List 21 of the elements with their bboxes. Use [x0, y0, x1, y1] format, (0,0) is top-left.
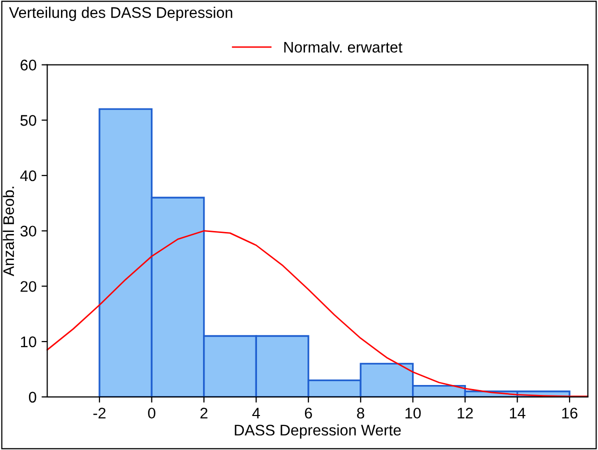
x-tick-label: 6: [304, 408, 312, 419]
x-tick-label: 4: [252, 408, 260, 418]
legend-label: Normalv. erwartet: [284, 41, 402, 53]
x-tick-label: -2: [93, 408, 106, 418]
y-tick-label: 50: [20, 115, 36, 126]
y-tick-label: 40: [20, 170, 36, 182]
y-tick-label: 0: [28, 392, 36, 403]
x-axis-title: DASS Depression Werte: [234, 424, 401, 439]
x-tick-label: 8: [357, 408, 364, 419]
x-tick-label: 10: [406, 408, 421, 419]
x-tick-label: 16: [562, 408, 578, 419]
chart-title: Verteilung des DASS Depression: [9, 6, 232, 21]
y-tick-label: 20: [20, 281, 36, 292]
x-tick-label: 12: [458, 408, 473, 418]
y-tick-label: 60: [20, 60, 36, 70]
x-tick-label: 2: [200, 408, 208, 418]
x-tick-label: 14: [510, 408, 526, 418]
y-axis-title: Anzahl Beob.: [2, 186, 14, 276]
y-tick-label: 10: [21, 336, 36, 348]
x-tick-label: 0: [148, 408, 156, 419]
y-tick-label: 30: [20, 226, 36, 237]
